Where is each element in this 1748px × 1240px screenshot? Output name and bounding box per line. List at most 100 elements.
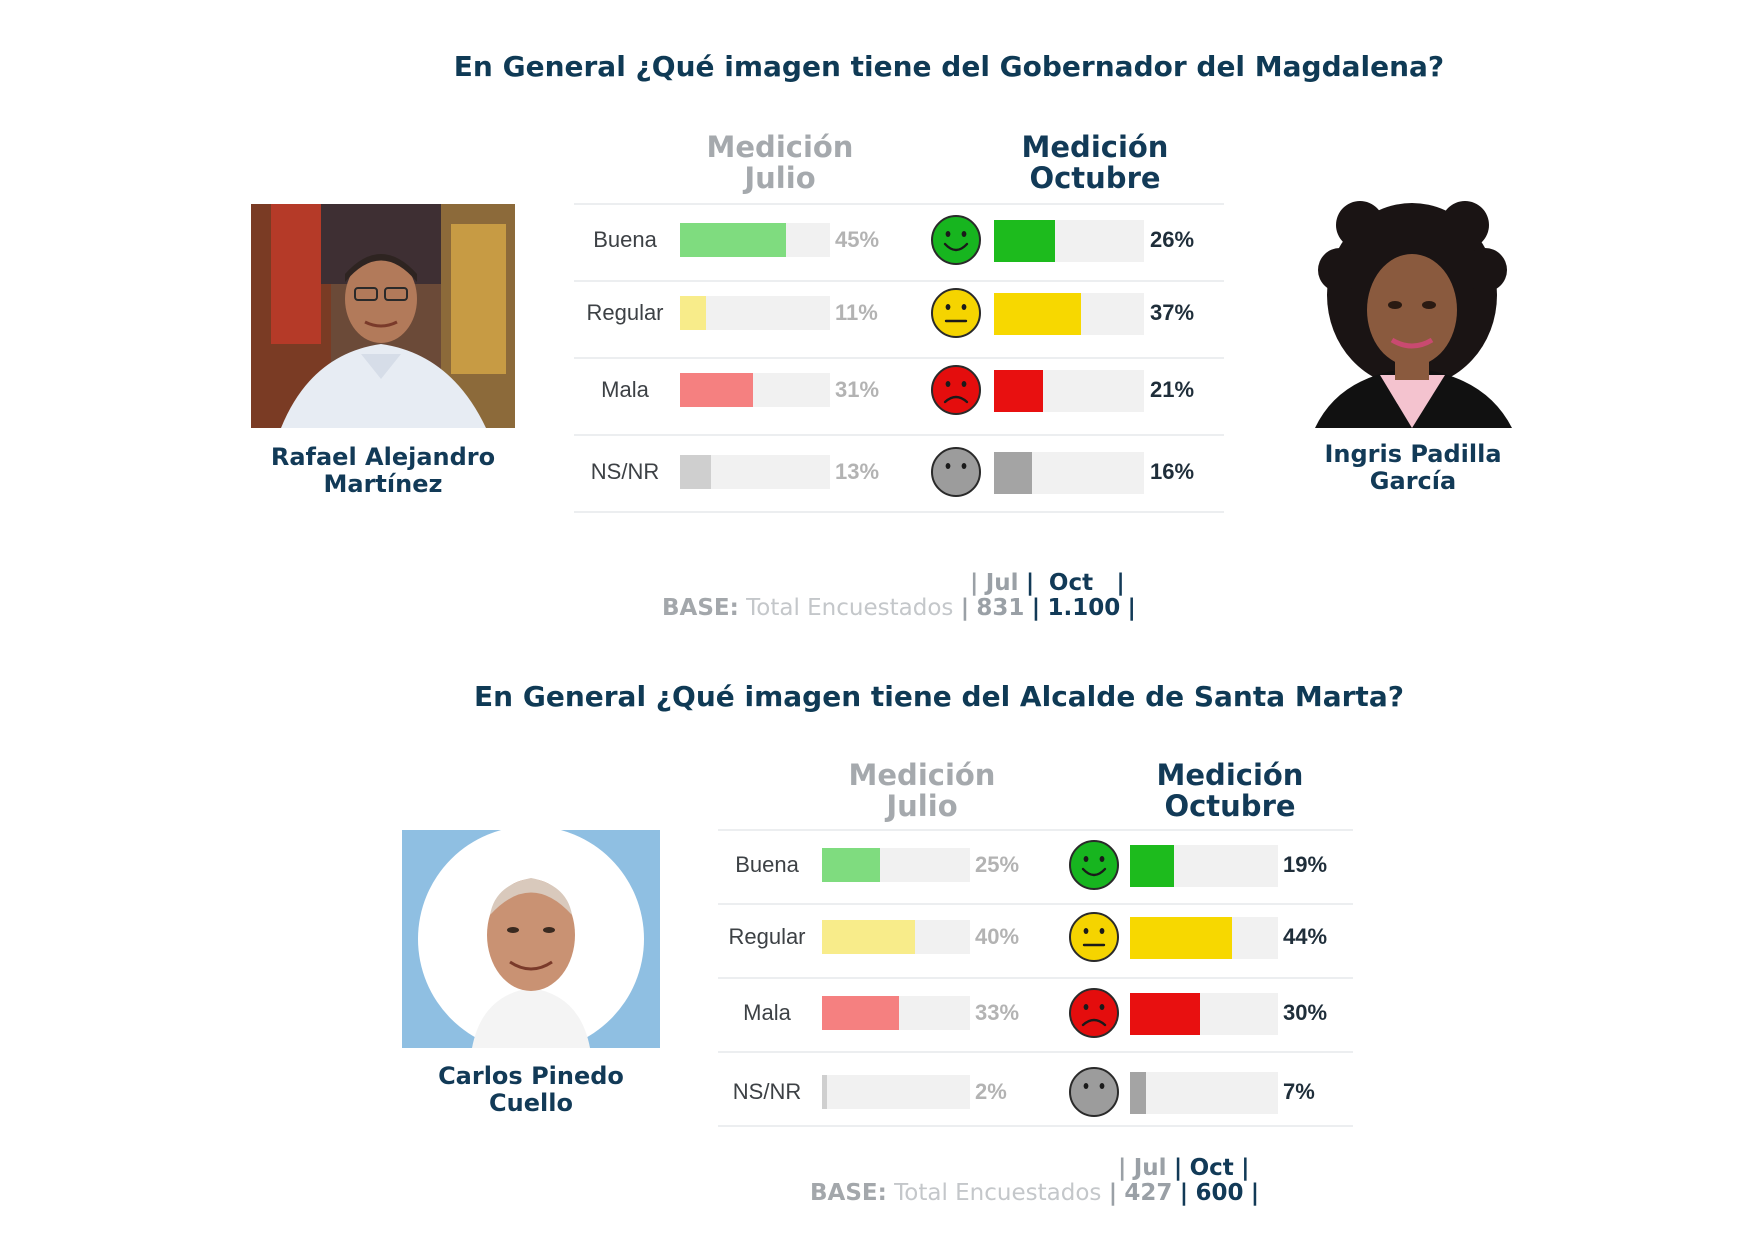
portrait-photo-rafael [251,204,515,428]
neutral-face-icon [930,287,982,339]
row-separator [574,203,1224,205]
panel-1-title: En General ¿Qué imagen tiene del Goberna… [453,50,1445,83]
person-name-carlos: Carlos Pinedo Cuello [438,1062,624,1117]
row-separator [718,977,1353,979]
panel-2-base: BASE: Total Encuestados | 427 | 600 | [810,1180,1260,1206]
sad-face-icon [930,364,982,416]
bar-oct-mala [994,370,1044,412]
row-separator [718,1051,1353,1053]
panel-1-base-jul-n: 831 [976,595,1025,621]
panel-1-base: BASE: Total Encuestados | 831 | 1.100 | [662,595,1136,621]
panel-1-base-text: Total Encuestados [746,595,954,621]
panel-1-base-label: BASE: [662,595,739,621]
blank-face-icon [1068,1066,1120,1118]
value-label-jul: 40% [975,924,1020,949]
happy-face-icon [930,214,982,266]
bar-oct-mala [1130,993,1200,1035]
bar-track-oct [994,220,1144,262]
bar-jul-buena [680,223,786,257]
bar-jul-regular [680,296,706,330]
category-label: Mala [743,1000,791,1025]
bar-oct-nsnr [1130,1072,1147,1114]
bar-oct-regular [994,293,1081,335]
bar-jul-regular [822,920,915,954]
bar-track-oct [994,293,1144,335]
panel-2-base-jul-n: 427 [1124,1180,1173,1206]
category-label: Buena [735,852,799,877]
category-label: NS/NR [590,459,660,484]
panel-2-col-oct-header: Medición Octubre [1156,758,1304,823]
panel-1-base-period-labels: | Jul | Oct | [970,570,1125,596]
bar-jul-buena [822,848,880,882]
value-label-oct: 7% [1283,1079,1315,1104]
value-label-jul: 2% [975,1079,1007,1104]
person-name-ingris: Ingris Padilla García [1324,440,1502,495]
value-label-jul: 45% [835,227,880,252]
value-label-oct: 44% [1283,924,1328,949]
bar-track-jul [680,223,830,257]
panel-1-col-oct-header: Medición Octubre [1021,130,1169,195]
panel-2-base-jul-label: Jul [1133,1155,1167,1181]
row-separator [718,1125,1353,1127]
bar-track-jul [822,848,970,882]
bar-track-jul [680,296,830,330]
bar-track-jul [822,1075,970,1109]
happy-face-icon [1068,839,1120,891]
bar-jul-nsnr [822,1075,827,1109]
panel-1-base-jul-label: Jul [985,570,1019,596]
panel-1-base-oct-label: Oct [1048,570,1094,596]
portrait-photo-ingris [1300,200,1525,428]
person-name-rafael: Rafael Alejandro Martínez [270,443,496,498]
bar-track-oct [1130,845,1278,887]
bar-jul-mala [680,373,753,407]
row-separator [574,280,1224,282]
panel-1-col-jul-header: Medición Julio [706,130,854,195]
bar-track-oct [1130,993,1278,1035]
panel-2-base-oct-n: 600 [1195,1180,1244,1206]
bar-track-jul [822,996,970,1030]
bar-track-oct [994,452,1144,494]
category-label: Regular [728,924,806,949]
row-separator [574,357,1224,359]
sad-face-icon [1068,987,1120,1039]
panel-2-base-label: BASE: [810,1180,887,1206]
neutral-face-icon [1068,911,1120,963]
bar-jul-nsnr [680,455,711,489]
bar-track-oct [1130,1072,1278,1114]
bar-track-oct [1130,917,1278,959]
category-label: NS/NR [732,1079,802,1104]
portrait-photo-carlos [402,830,660,1048]
panel-1-base-oct-n: 1.100 [1047,595,1121,621]
panel-2-title: En General ¿Qué imagen tiene del Alcalde… [474,680,1404,713]
bar-oct-buena [1130,845,1175,887]
value-label-jul: 13% [835,459,880,484]
panel-2-base-oct-label: Oct [1189,1155,1234,1181]
value-label-oct: 26% [1150,227,1195,252]
value-label-jul: 25% [975,852,1020,877]
row-separator [718,829,1353,831]
value-label-oct: 19% [1283,852,1328,877]
panel-2-base-period-labels: | Jul | Oct | [1118,1155,1250,1181]
bar-track-oct [994,370,1144,412]
value-label-jul: 33% [975,1000,1020,1025]
bar-track-jul [680,373,830,407]
value-label-oct: 21% [1150,377,1195,402]
category-label: Regular [586,300,664,325]
row-separator [574,434,1224,436]
panel-2-base-text: Total Encuestados [894,1180,1102,1206]
category-label: Mala [601,377,649,402]
bar-track-jul [680,455,830,489]
blank-face-icon [930,446,982,498]
category-label: Buena [593,227,657,252]
panel-2-col-jul-header: Medición Julio [848,758,996,823]
bar-track-jul [822,920,970,954]
value-label-jul: 11% [835,300,878,325]
row-separator [718,903,1353,905]
value-label-oct: 37% [1150,300,1195,325]
value-label-jul: 31% [835,377,880,402]
bar-oct-buena [994,220,1056,262]
bar-oct-regular [1130,917,1233,959]
value-label-oct: 30% [1283,1000,1328,1025]
bar-oct-nsnr [994,452,1032,494]
bar-jul-mala [822,996,899,1030]
